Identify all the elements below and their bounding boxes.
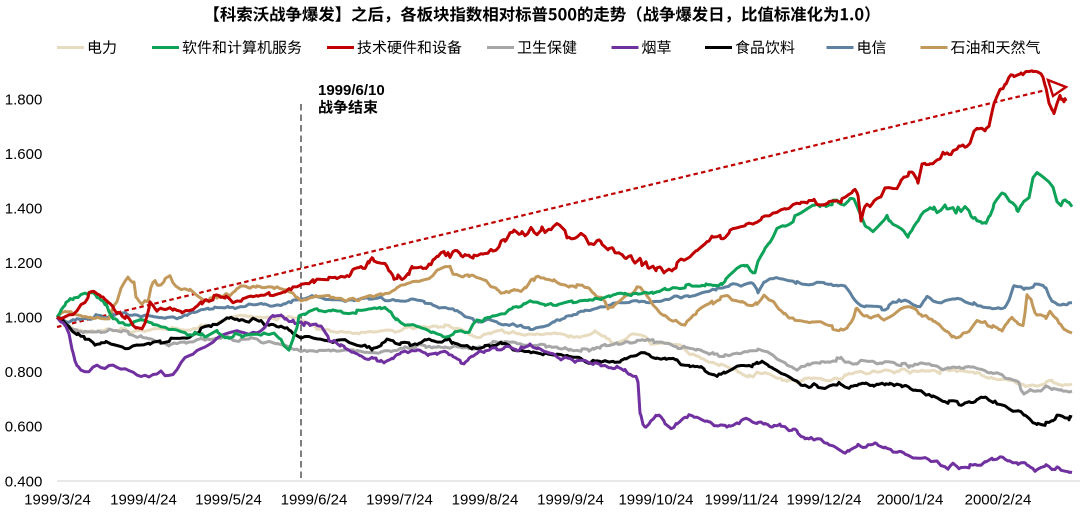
svg-text:2000/1/24: 2000/1/24 bbox=[877, 491, 944, 508]
svg-text:1.600: 1.600 bbox=[5, 146, 43, 163]
svg-text:0.400: 0.400 bbox=[5, 473, 43, 490]
svg-text:1999/9/24: 1999/9/24 bbox=[537, 491, 604, 508]
svg-text:0.600: 0.600 bbox=[5, 419, 43, 436]
svg-text:1.800: 1.800 bbox=[5, 91, 43, 108]
svg-text:1999/4/24: 1999/4/24 bbox=[110, 491, 177, 508]
svg-text:0.800: 0.800 bbox=[5, 364, 43, 381]
svg-text:1999/10/24: 1999/10/24 bbox=[618, 491, 693, 508]
svg-text:1999/11/24: 1999/11/24 bbox=[705, 491, 779, 508]
svg-text:1999/7/24: 1999/7/24 bbox=[366, 491, 433, 508]
svg-text:1.000: 1.000 bbox=[5, 310, 43, 327]
svg-text:1999/12/24: 1999/12/24 bbox=[786, 491, 861, 508]
svg-text:1999/5/24: 1999/5/24 bbox=[195, 491, 262, 508]
svg-text:1999/6/10: 1999/6/10 bbox=[318, 82, 385, 99]
svg-text:1999/8/24: 1999/8/24 bbox=[452, 491, 519, 508]
svg-text:1.200: 1.200 bbox=[5, 255, 43, 272]
svg-text:1999/6/24: 1999/6/24 bbox=[281, 491, 348, 508]
svg-text:1.400: 1.400 bbox=[5, 200, 43, 217]
svg-text:2000/2/24: 2000/2/24 bbox=[965, 491, 1032, 508]
svg-text:1999/3/24: 1999/3/24 bbox=[24, 491, 91, 508]
